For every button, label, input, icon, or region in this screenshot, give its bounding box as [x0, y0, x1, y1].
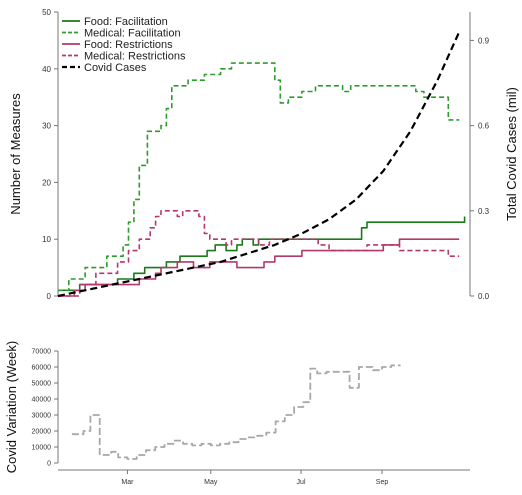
bottom-y-tick-label: 20000: [32, 429, 52, 436]
series-line-food-facilitation: [58, 216, 466, 292]
top-y2-tick-label: 0.0: [478, 292, 490, 301]
top-y2-tick-label: 0.9: [478, 36, 490, 45]
top-y-tick-label: 20: [42, 178, 51, 187]
bottom-x-tick-label: Jul: [297, 479, 306, 486]
bottom-x-tick-label: Sep: [376, 479, 389, 486]
legend-label: Medical: Facilitation: [84, 28, 181, 40]
top-y2-tick-label: 0.6: [478, 122, 490, 131]
bottom-y-tick-label: 50000: [32, 381, 52, 388]
series-line-covid-variation: [71, 364, 401, 460]
bottom-x-tick-label: May: [204, 479, 218, 486]
legend-label: Covid Cases: [84, 62, 147, 74]
bottom-y-tick-label: 30000: [32, 413, 52, 420]
top-y2-ticks: 0.0 0.3 0.6 0.9: [470, 36, 490, 301]
top-y-tick-label: 0: [47, 292, 52, 301]
top-y-tick-label: 50: [42, 8, 51, 17]
series-line-covid-cases: [57, 31, 461, 298]
top-y-tick-label: 30: [42, 122, 51, 131]
legend-label: Food: Facilitation: [84, 16, 168, 28]
bottom-series-group: [71, 364, 401, 460]
series-line-medical-restrictions: [58, 210, 460, 297]
bottom-y-tick-label: 10000: [32, 445, 52, 452]
top-y-tick-label: 10: [42, 235, 51, 244]
top-y2-tick-label: 0.3: [478, 207, 490, 216]
bottom-x-ticks: Mar May Jul Sep: [121, 470, 388, 486]
top-y2-axis-title: Total Covid Cases (mil): [504, 87, 519, 221]
top-y-tick-label: 40: [42, 65, 51, 74]
bottom-y-tick-label: 60000: [32, 365, 52, 372]
legend-label: Food: Restrictions: [84, 39, 173, 51]
top-y-ticks: 0 10 20 30 40 50: [42, 8, 58, 301]
top-y-axis-title: Number of Measures: [8, 93, 23, 215]
series-line-food-restrictions: [58, 238, 460, 297]
top-series-group: [57, 31, 466, 298]
bottom-x-tick-label: Mar: [121, 479, 134, 486]
series-line-medical-facilitation: [58, 62, 460, 292]
bottom-y-axis-title: Covid Variation (Week): [4, 341, 19, 473]
bottom-y-tick-label: 70000: [32, 349, 52, 356]
top-chart: 0 10 20 30 40 50 0.0 0.3 0.6 0.9 Food: Facilitat…: [8, 8, 519, 301]
bottom-chart: 0 10000 20000 30000 40000 50000 60000 70000 Mar…: [4, 341, 470, 486]
bottom-y-ticks: 0 10000 20000 30000 40000 50000 60000 70000: [32, 349, 58, 468]
bottom-y-tick-label: 40000: [32, 397, 52, 404]
legend-label: Medical: Restrictions: [84, 51, 186, 63]
bottom-y-tick-label: 0: [47, 461, 51, 468]
